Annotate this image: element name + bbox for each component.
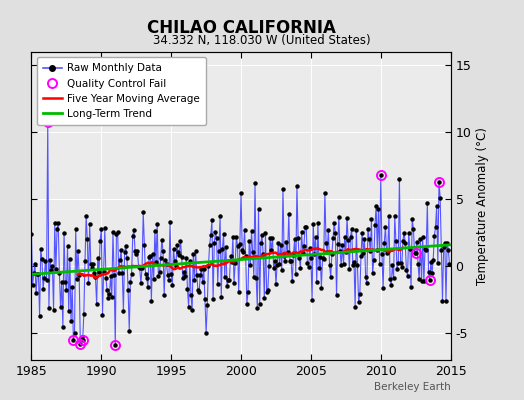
Title: CHILAO CALIFORNIA: CHILAO CALIFORNIA <box>147 18 335 36</box>
Y-axis label: Temperature Anomaly (°C): Temperature Anomaly (°C) <box>476 127 488 285</box>
Text: Berkeley Earth: Berkeley Earth <box>374 382 451 392</box>
Legend: Raw Monthly Data, Quality Control Fail, Five Year Moving Average, Long-Term Tren: Raw Monthly Data, Quality Control Fail, … <box>37 57 206 125</box>
Text: 34.332 N, 118.030 W (United States): 34.332 N, 118.030 W (United States) <box>153 34 371 47</box>
